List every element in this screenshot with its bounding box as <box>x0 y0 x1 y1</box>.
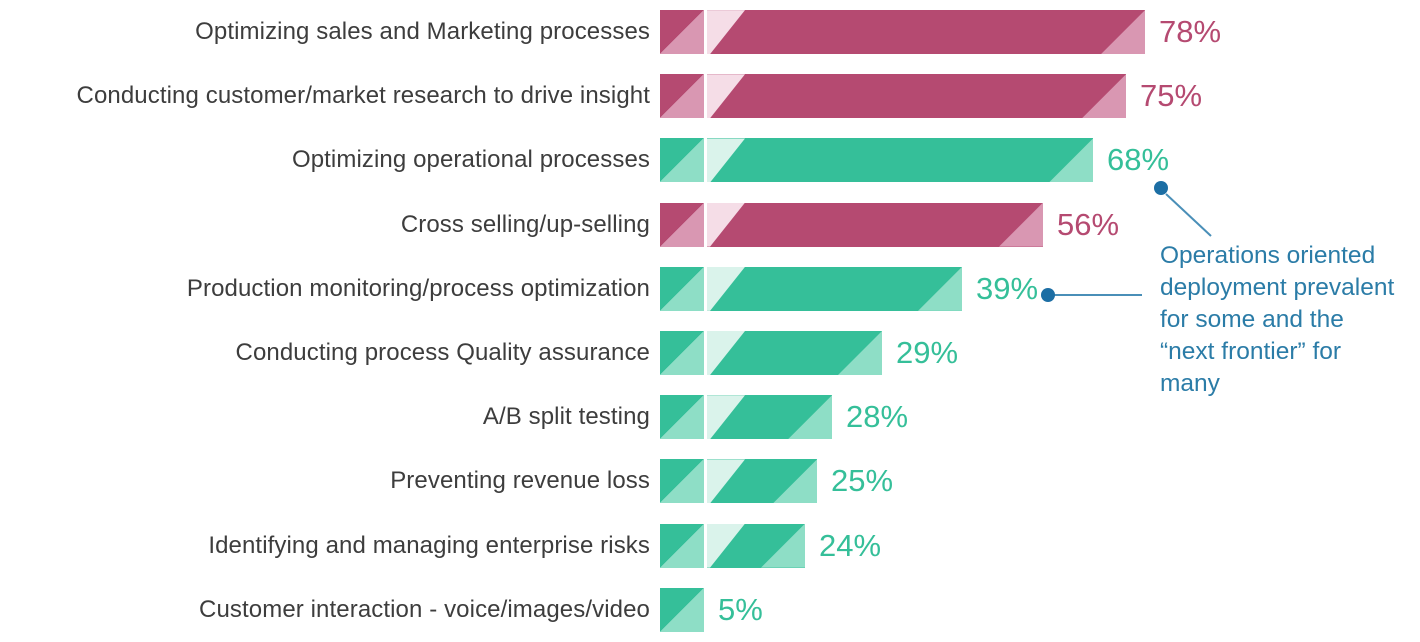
value-label: 24% <box>819 527 882 563</box>
bar <box>660 10 1145 55</box>
chart-row: Optimizing sales and Marketing processes… <box>0 0 1420 64</box>
bar-cap <box>660 74 704 119</box>
bar <box>660 138 1093 183</box>
chart-row: Identifying and managing enterprise risk… <box>0 514 1420 578</box>
bar <box>660 523 805 568</box>
bar-cap <box>660 138 704 183</box>
bar <box>660 331 882 376</box>
category-label: Customer interaction - voice/images/vide… <box>199 595 650 623</box>
value-label: 29% <box>896 335 959 371</box>
value-label: 25% <box>831 463 894 499</box>
bar-area: 75% <box>650 74 1203 119</box>
bar-area: 56% <box>650 202 1120 247</box>
bar-area: 39% <box>650 266 1039 311</box>
chart-row: Optimizing operational processes 68% <box>0 128 1420 192</box>
value-label: 78% <box>1159 14 1222 50</box>
bar <box>660 74 1126 119</box>
chart-row: A/B split testing 28% <box>0 385 1420 449</box>
bar-body <box>707 138 1093 183</box>
bar-area: 5% <box>650 587 763 632</box>
chart-row: Production monitoring/process optimizati… <box>0 257 1420 321</box>
bar-body <box>707 266 962 311</box>
bar-body <box>707 74 1126 119</box>
chart-row: Preventing revenue loss 25% <box>0 449 1420 513</box>
bar-cap <box>660 10 704 55</box>
bar-cap <box>660 587 704 632</box>
bar-body <box>707 202 1043 247</box>
category-label: Preventing revenue loss <box>390 467 650 495</box>
bar-body <box>707 331 882 376</box>
bar <box>660 587 704 632</box>
bar-cap <box>660 395 704 440</box>
bar-cap <box>660 331 704 376</box>
annotation-callout: Operations oriented deployment prevalent… <box>1160 242 1395 397</box>
bar <box>660 202 1043 247</box>
bar-body <box>707 395 832 440</box>
chart-row: Customer interaction - voice/images/vide… <box>0 578 1420 642</box>
category-label: Optimizing sales and Marketing processes <box>195 18 650 46</box>
value-label: 5% <box>718 591 763 627</box>
bar-body <box>707 10 1145 55</box>
category-label: Identifying and managing enterprise risk… <box>208 531 650 559</box>
bar <box>660 459 817 504</box>
bar <box>660 395 832 440</box>
bar-area: 25% <box>650 459 894 504</box>
bar <box>660 266 962 311</box>
chart-row: Conducting process Quality assurance 29% <box>0 321 1420 385</box>
category-label: Cross selling/up-selling <box>400 210 650 238</box>
bar-cap <box>660 459 704 504</box>
category-label: Production monitoring/process optimizati… <box>186 274 650 302</box>
value-label: 68% <box>1107 142 1170 178</box>
bar-body <box>707 459 817 504</box>
value-label: 56% <box>1057 206 1120 242</box>
chart-row: Cross selling/up-selling 56% <box>0 193 1420 257</box>
value-label: 28% <box>846 399 909 435</box>
value-label: 75% <box>1140 78 1203 114</box>
value-label: 39% <box>976 270 1039 306</box>
chart-row: Conducting customer/market research to d… <box>0 64 1420 128</box>
category-label: Conducting process Quality assurance <box>235 339 650 367</box>
bar-area: 24% <box>650 523 882 568</box>
category-label: A/B split testing <box>482 403 650 431</box>
bar-cap <box>660 523 704 568</box>
category-label: Optimizing operational processes <box>291 146 650 174</box>
category-label: Conducting customer/market research to d… <box>76 82 650 110</box>
bar-area: 28% <box>650 395 909 440</box>
bar-cap <box>660 266 704 311</box>
bar-area: 68% <box>650 138 1170 183</box>
bar-cap <box>660 202 704 247</box>
bar-area: 29% <box>650 331 959 376</box>
bar-area: 78% <box>650 10 1222 55</box>
bar-body <box>707 523 805 568</box>
